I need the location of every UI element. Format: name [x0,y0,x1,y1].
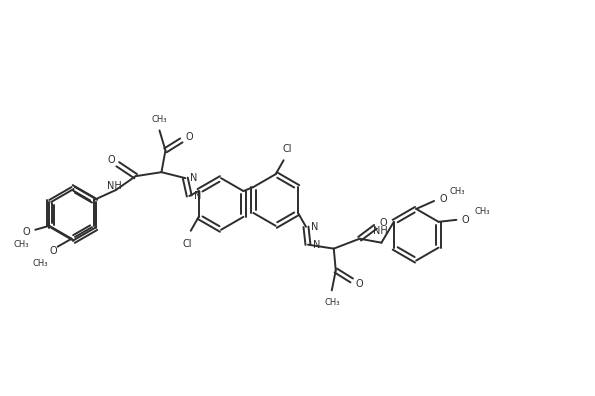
Text: O: O [356,280,364,289]
Text: CH₃: CH₃ [324,298,340,307]
Text: NH: NH [107,181,121,191]
Text: CH₃: CH₃ [450,187,465,196]
Text: O: O [107,155,115,165]
Text: O: O [186,132,193,143]
Text: O: O [380,218,387,228]
Text: N: N [311,222,318,232]
Text: NH: NH [372,226,387,236]
Text: CH₃: CH₃ [152,114,167,124]
Text: CH₃: CH₃ [32,259,48,268]
Text: CH₃: CH₃ [14,240,29,249]
Text: Cl: Cl [283,144,292,154]
Text: N: N [194,191,202,201]
Text: N: N [313,240,320,249]
Text: Cl: Cl [182,239,192,249]
Text: N: N [190,173,198,183]
Text: O: O [23,227,30,237]
Text: O: O [439,194,447,204]
Text: O: O [50,246,58,256]
Text: CH₃: CH₃ [474,208,490,216]
Text: O: O [461,215,469,225]
